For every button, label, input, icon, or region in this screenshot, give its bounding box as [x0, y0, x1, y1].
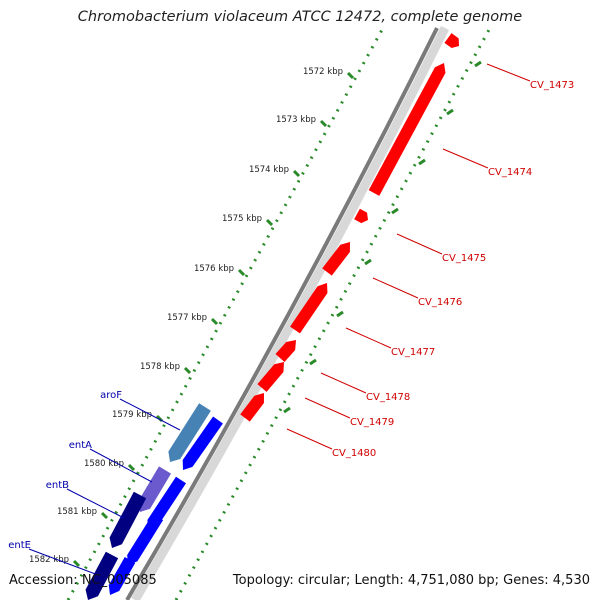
label-leader — [304, 397, 351, 419]
scale-ticks: 1572 kbp 1573 kbp 1574 kbp 1575 kbp 1576 kbp… — [29, 60, 482, 568]
forward-gene-arrow — [368, 63, 446, 196]
genome-backbone-shadow — [131, 25, 450, 603]
gene-label-cv_1479: CV_1479 — [350, 417, 394, 428]
label-leader — [286, 428, 333, 450]
entA-gene-arrow — [138, 466, 172, 512]
scale-label: 1572 kbp — [303, 67, 343, 77]
label-leader — [372, 277, 419, 299]
label-leader — [28, 548, 99, 576]
gene-label-cv_1474: CV_1474 — [488, 167, 532, 178]
reverse-gene-arrow — [182, 416, 223, 470]
scale-tick — [210, 317, 219, 326]
label-leader — [89, 448, 153, 483]
label-leader — [486, 63, 531, 82]
reverse-gene-arrow — [127, 513, 164, 565]
entE-gene-arrow — [85, 551, 119, 600]
scale-label: 1579 kbp — [112, 410, 152, 420]
scale-label: 1581 kbp — [57, 507, 97, 517]
outer-dot-ring — [174, 27, 492, 601]
aroF-gene-arrow — [168, 403, 211, 462]
scale-label: 1578 kbp — [140, 362, 180, 372]
topology-text: Topology: circular; Length: 4,751,080 bp… — [232, 573, 590, 588]
gene-label-cv_1480: CV_1480 — [332, 448, 376, 459]
gene-label-cv_1475: CV_1475 — [442, 253, 486, 264]
accession-text: Accession: NC_005085 — [9, 573, 157, 588]
scale-tick — [127, 463, 136, 472]
outer-tick — [446, 108, 454, 116]
outer-tick — [283, 406, 291, 414]
scale-label: 1577 kbp — [167, 313, 207, 323]
entB-gene-arrow — [109, 491, 147, 548]
scale-tick — [183, 366, 192, 375]
scale-label: 1573 kbp — [276, 115, 316, 125]
reverse-gene-arrow — [108, 557, 136, 595]
outer-tick — [474, 60, 482, 68]
gene-label-cv_1476: CV_1476 — [418, 297, 462, 308]
scale-tick — [100, 511, 109, 520]
scale-tick — [237, 268, 246, 277]
gene-labels: CV_1473 CV_1474 CV_1475 CV_1476 CV_1477 CV_14… — [8, 63, 574, 576]
forward-gene-arrow — [240, 393, 264, 422]
forward-gene-arrow — [354, 208, 368, 224]
forward-gene-arrow — [444, 33, 459, 49]
outer-tick — [309, 358, 317, 366]
scale-tick — [292, 169, 301, 178]
label-leader — [119, 398, 181, 431]
outer-tick — [336, 310, 344, 318]
scale-label: 1580 kbp — [84, 459, 124, 469]
outer-tick — [391, 207, 399, 215]
inner-dot-ring — [66, 27, 385, 601]
gene-label-cv_1473: CV_1473 — [530, 80, 574, 91]
outer-tick — [364, 258, 372, 266]
genome-backbone — [125, 27, 439, 602]
scale-label: 1576 kbp — [194, 264, 234, 274]
gene-label-enta: entA — [69, 440, 92, 451]
label-leader — [396, 233, 443, 255]
gene-label-entb: entB — [46, 480, 69, 491]
scale-tick — [346, 71, 355, 80]
forward-gene-arrow — [257, 362, 284, 392]
forward-gene-arrow — [290, 283, 328, 334]
label-leader — [442, 148, 489, 169]
label-leader — [320, 372, 367, 394]
scale-tick — [319, 119, 328, 128]
gene-label-arof: aroF — [100, 390, 122, 401]
gene-label-cv_1477: CV_1477 — [391, 347, 435, 358]
forward-gene-arrow — [275, 340, 296, 362]
scale-label: 1575 kbp — [222, 214, 262, 224]
scale-tick — [72, 559, 81, 568]
forward-gene-arrow — [322, 242, 350, 276]
map-title: Chromobacterium violaceum ATCC 12472, co… — [77, 9, 523, 25]
scale-label: 1582 kbp — [29, 555, 69, 565]
scale-label: 1574 kbp — [249, 165, 289, 175]
gene-features — [85, 33, 459, 600]
label-leader — [66, 488, 125, 519]
tick-dot-rings — [66, 27, 492, 601]
scale-tick — [265, 218, 274, 227]
gene-label-cv_1478: CV_1478 — [366, 392, 410, 403]
gene-label-ente: entE — [8, 540, 31, 551]
label-leader — [345, 327, 392, 349]
outer-tick — [418, 158, 426, 166]
